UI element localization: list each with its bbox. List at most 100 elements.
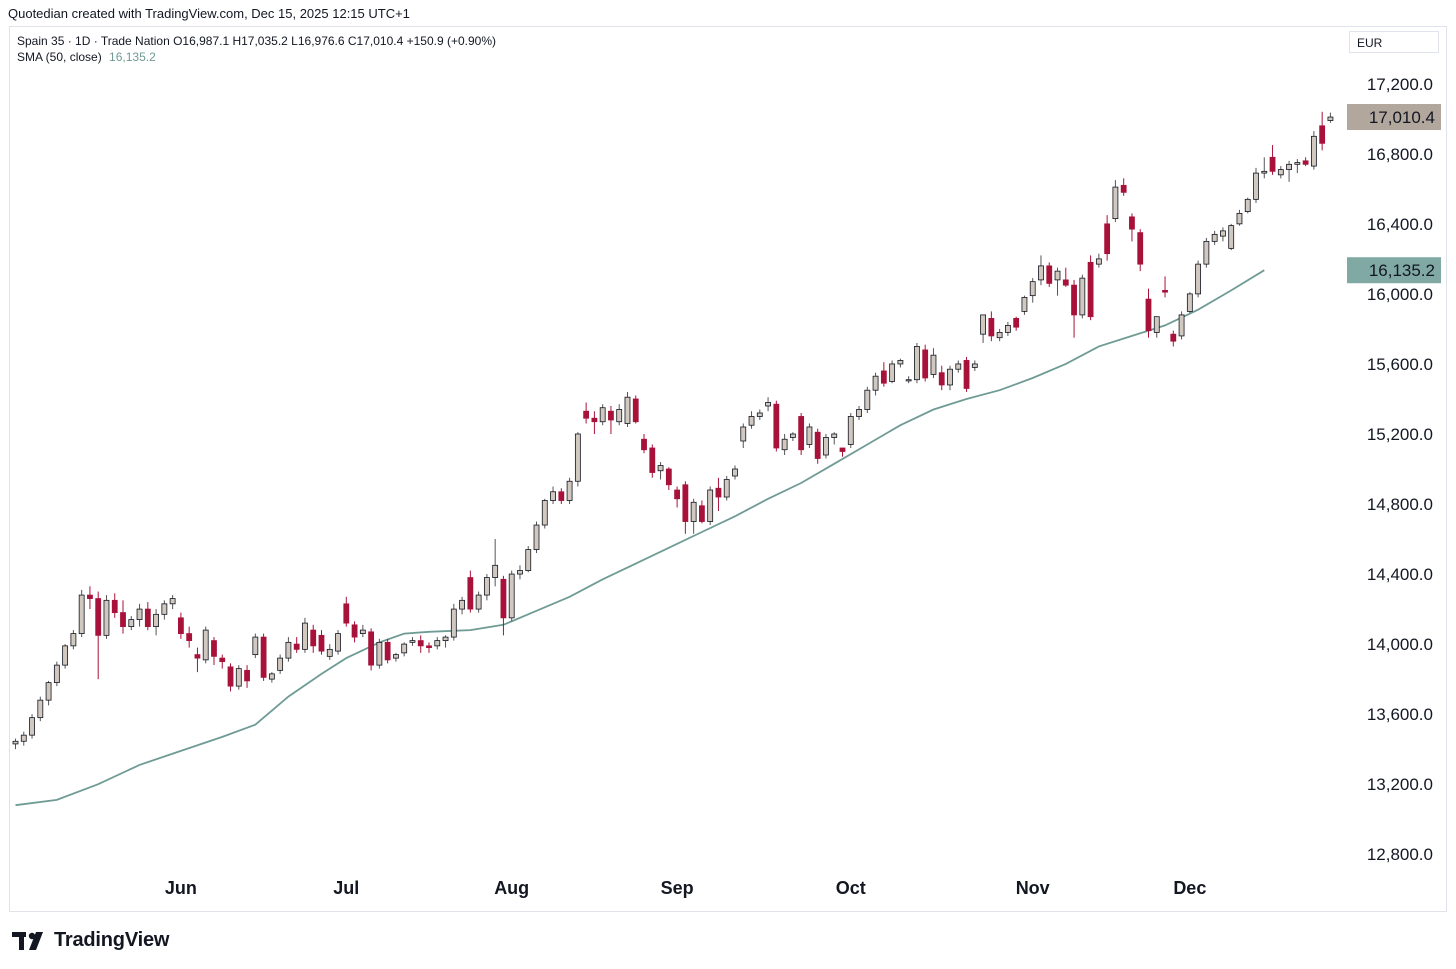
- candle: [326, 644, 333, 660]
- candle-body: [847, 416, 854, 445]
- candle: [756, 409, 763, 420]
- candle-body: [1286, 163, 1292, 170]
- candle: [1153, 316, 1160, 338]
- candle-body: [1319, 125, 1326, 144]
- last-price-label-bg: [1347, 103, 1441, 130]
- candle: [1095, 253, 1102, 268]
- candle: [980, 314, 986, 343]
- candle: [773, 400, 780, 452]
- candle-body: [161, 603, 168, 615]
- candle: [955, 360, 962, 373]
- candle: [20, 731, 27, 746]
- x-tick-label: Jun: [165, 878, 197, 898]
- candle-body: [103, 599, 110, 636]
- candle: [839, 447, 846, 457]
- candle: [467, 570, 474, 613]
- candle-body: [1013, 318, 1020, 328]
- candle: [1137, 229, 1144, 272]
- tradingview-logo-icon: [12, 931, 43, 950]
- candle: [359, 624, 366, 638]
- candle: [260, 633, 267, 681]
- candle-body: [277, 657, 284, 671]
- candle-body: [426, 645, 432, 649]
- last-price-label-text: 17,010.4: [1369, 108, 1435, 127]
- candle: [186, 626, 193, 648]
- candle-body: [120, 612, 126, 627]
- candle-body: [1095, 258, 1102, 265]
- candle: [1071, 279, 1077, 338]
- candle-body: [20, 734, 27, 742]
- candle: [128, 616, 135, 631]
- candle-body: [1005, 325, 1011, 333]
- candle-body: [905, 379, 912, 382]
- y-tick-label: 15,600.0: [1367, 355, 1433, 374]
- candle-body: [756, 412, 763, 417]
- candle-body: [682, 484, 689, 522]
- candle-body: [533, 524, 540, 550]
- candle: [483, 574, 490, 601]
- candle-body: [773, 403, 780, 449]
- candle-body: [550, 491, 556, 501]
- candle-body: [302, 622, 308, 650]
- candle: [12, 738, 19, 750]
- candle-body: [186, 633, 193, 642]
- candle: [492, 539, 499, 587]
- candle-body: [285, 641, 292, 659]
- candle-body: [558, 491, 565, 501]
- candle: [1062, 267, 1069, 287]
- candle-body: [1054, 270, 1061, 281]
- candle: [1054, 267, 1061, 296]
- y-tick-label: 14,400.0: [1367, 565, 1433, 584]
- candle: [120, 600, 126, 634]
- x-tick-label: Sep: [661, 878, 694, 898]
- candle-body: [111, 599, 118, 613]
- candle-body: [144, 608, 151, 627]
- candle: [682, 481, 689, 534]
- candle: [1005, 321, 1011, 336]
- last-price-label: 17,010.4: [1347, 103, 1441, 130]
- candle-body: [434, 640, 441, 647]
- candle: [608, 405, 614, 434]
- candle: [963, 356, 970, 392]
- candle: [765, 397, 771, 412]
- candle: [202, 626, 209, 664]
- candle-body: [1178, 314, 1185, 337]
- candle-body: [814, 431, 821, 459]
- candle: [930, 348, 937, 378]
- y-tick-label: 13,600.0: [1367, 705, 1433, 724]
- candle-body: [599, 407, 606, 423]
- candle: [1013, 316, 1020, 331]
- candle-body: [1203, 240, 1210, 265]
- candle: [442, 635, 449, 648]
- candle: [62, 644, 69, 669]
- candle-body: [442, 636, 449, 642]
- candle: [153, 609, 159, 636]
- candle-body: [1228, 225, 1235, 249]
- candle-body: [831, 433, 838, 438]
- candle-body: [351, 624, 358, 638]
- candle: [1277, 166, 1284, 179]
- chart-frame: [9, 26, 1447, 912]
- candle: [872, 372, 879, 396]
- candle: [914, 342, 920, 384]
- candle-body: [169, 598, 176, 605]
- candle: [558, 488, 565, 505]
- candle: [70, 630, 77, 650]
- candle-body: [674, 489, 680, 500]
- candle: [1186, 292, 1193, 314]
- candle: [880, 362, 887, 387]
- candle: [781, 433, 788, 455]
- candle-body: [384, 641, 391, 661]
- candle: [798, 412, 805, 455]
- candle-body: [310, 629, 317, 647]
- candle: [1236, 209, 1243, 226]
- candle-body: [880, 370, 887, 384]
- candle-body: [177, 617, 184, 634]
- candle-body: [1071, 284, 1077, 316]
- candle: [971, 360, 978, 371]
- currency-selector[interactable]: EUR: [1349, 31, 1439, 53]
- candle: [426, 642, 432, 653]
- candle: [550, 486, 556, 505]
- candle: [864, 386, 871, 413]
